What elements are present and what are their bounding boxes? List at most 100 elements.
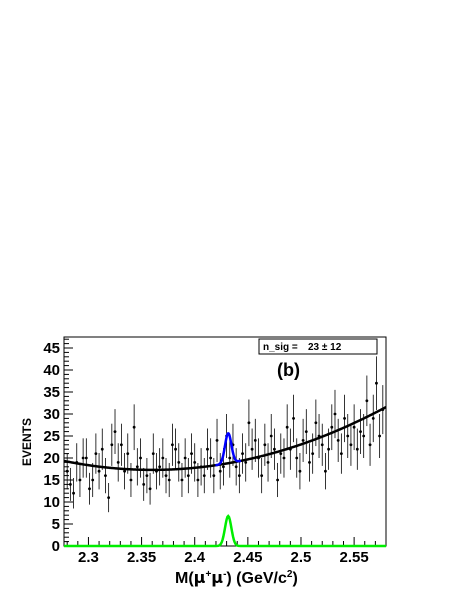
data-point [97, 453, 101, 490]
point-marker [336, 439, 340, 442]
point-marker [250, 447, 254, 451]
point-marker [282, 456, 286, 460]
y-tick-labels: 0 5 10 15 20 25 30 35 40 45 [43, 340, 60, 555]
point-marker [81, 456, 85, 460]
plot-frame [63, 336, 387, 547]
data-point [209, 438, 213, 478]
x-tick-label: 2.35 [127, 549, 156, 566]
data-point [132, 404, 136, 451]
data-point [308, 443, 311, 482]
data-point [371, 394, 375, 443]
point-marker [346, 434, 350, 438]
point-marker [247, 421, 251, 425]
background-fit-curve [63, 405, 387, 472]
data-point [151, 433, 155, 474]
signal-curve [64, 514, 386, 548]
data-point [94, 433, 98, 474]
point-marker [222, 465, 225, 469]
point-marker [107, 496, 111, 499]
point-marker [269, 434, 273, 438]
point-marker [375, 381, 378, 385]
x-axis-label: M(μ+μ-) (GeV/c2) [175, 568, 298, 587]
point-marker [186, 474, 190, 477]
point-marker [324, 469, 327, 473]
data-point [282, 438, 286, 478]
y-tick-label: 45 [43, 340, 60, 357]
point-marker [135, 465, 139, 469]
point-marker [359, 430, 362, 433]
data-point [88, 472, 91, 505]
data-point [212, 458, 216, 494]
data-point [375, 356, 378, 410]
point-marker [343, 417, 346, 420]
point-marker [180, 478, 184, 482]
data-point [349, 423, 353, 466]
point-marker [308, 461, 311, 464]
data-point [104, 458, 107, 494]
point-marker [228, 456, 232, 460]
y-tick-label: 40 [43, 362, 60, 379]
point-marker [88, 487, 91, 491]
x-tick-label: 2.5 [291, 549, 312, 566]
point-marker [362, 434, 366, 438]
point-marker [78, 478, 82, 482]
data-point [164, 458, 168, 494]
point-marker [212, 474, 216, 477]
point-marker [339, 452, 343, 455]
point-marker [84, 456, 88, 460]
point-marker [151, 452, 155, 455]
data-point [81, 438, 85, 478]
point-marker [170, 443, 174, 447]
point-marker [97, 469, 101, 473]
data-point [91, 462, 95, 498]
point-marker [113, 430, 117, 433]
data-point [241, 433, 244, 474]
x-tick-label: 2.4 [184, 549, 206, 566]
point-marker [349, 443, 353, 447]
point-marker [378, 434, 382, 438]
point-marker [145, 474, 149, 477]
point-marker [190, 452, 193, 455]
stat-value: 23 ± 12 [308, 342, 342, 353]
data-point [123, 453, 126, 490]
data-point [139, 438, 142, 478]
point-marker [292, 417, 295, 420]
point-marker [72, 491, 75, 495]
data-point [78, 462, 82, 498]
data-point [378, 414, 382, 458]
data-point [285, 404, 289, 451]
data-point [158, 448, 162, 486]
point-marker [260, 474, 264, 477]
point-marker [116, 461, 120, 464]
point-marker [237, 474, 241, 477]
point-marker [298, 469, 302, 473]
data-point [253, 418, 257, 462]
point-marker [206, 447, 209, 451]
point-marker [330, 425, 334, 429]
data-point [292, 394, 295, 443]
point-marker [285, 425, 289, 429]
data-point [359, 409, 362, 455]
point-marker [218, 469, 222, 473]
point-marker [123, 469, 126, 473]
data-point [304, 409, 308, 455]
y-tick-label: 20 [43, 450, 60, 467]
point-marker [314, 421, 318, 425]
data-point [84, 438, 88, 478]
point-marker [244, 461, 248, 464]
data-point [119, 423, 123, 466]
point-marker [365, 399, 369, 403]
data-point [72, 477, 75, 509]
data-point [155, 453, 158, 490]
point-marker [196, 478, 200, 482]
data-point [301, 418, 305, 462]
data-point [333, 389, 337, 439]
data-point [298, 453, 302, 490]
data-point [65, 453, 69, 490]
data-point [202, 458, 206, 494]
data-point [177, 443, 181, 482]
point-marker [263, 443, 267, 447]
data-point [279, 433, 283, 474]
point-marker [174, 447, 177, 451]
point-marker [110, 443, 114, 447]
